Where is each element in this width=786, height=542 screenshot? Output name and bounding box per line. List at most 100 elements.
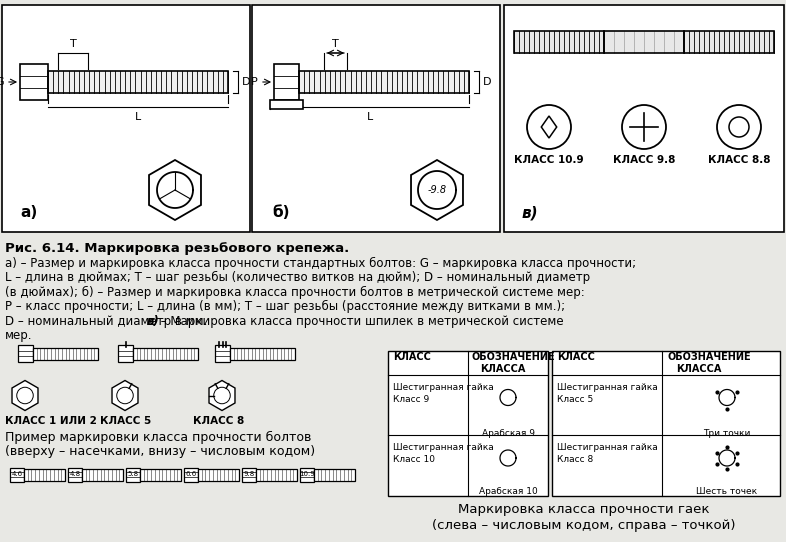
- Text: а): а): [20, 205, 37, 220]
- Bar: [126, 468, 140, 481]
- Bar: [20, 64, 48, 100]
- Polygon shape: [209, 380, 235, 410]
- Text: в): в): [147, 314, 160, 327]
- Polygon shape: [112, 380, 138, 410]
- Bar: [230, 347, 295, 359]
- Bar: [684, 31, 774, 53]
- Bar: [274, 64, 299, 100]
- Circle shape: [214, 387, 230, 404]
- Polygon shape: [12, 380, 38, 410]
- Text: КЛАСС 8: КЛАСС 8: [193, 416, 244, 427]
- Polygon shape: [496, 444, 520, 472]
- Bar: [140, 468, 181, 481]
- Text: Класс 5: Класс 5: [557, 395, 593, 403]
- Bar: [82, 468, 123, 481]
- Text: КЛАССА: КЛАССА: [676, 364, 722, 373]
- Bar: [48, 71, 228, 93]
- Bar: [33, 347, 98, 359]
- Text: КЛАСС: КЛАСС: [557, 352, 595, 363]
- Text: Шестигранная гайка: Шестигранная гайка: [393, 443, 494, 452]
- Text: 5.8: 5.8: [127, 472, 138, 478]
- Text: Арабская 10: Арабская 10: [479, 487, 538, 496]
- Text: Рис. 6.14. Маркировка резьбового крепежа.: Рис. 6.14. Маркировка резьбового крепежа…: [5, 242, 349, 255]
- Polygon shape: [411, 160, 463, 220]
- Bar: [552, 351, 780, 495]
- Text: КЛАСС 1 ИЛИ 2: КЛАСС 1 ИЛИ 2: [5, 416, 97, 427]
- Text: – Маркировка класса прочности шпилек в метрической системе: – Маркировка класса прочности шпилек в м…: [156, 314, 564, 327]
- Bar: [242, 468, 256, 481]
- Bar: [300, 468, 314, 481]
- Bar: [118, 345, 133, 362]
- Text: Пример маркировки класса прочности болтов: Пример маркировки класса прочности болто…: [5, 430, 311, 443]
- Circle shape: [622, 105, 666, 149]
- Text: Арабская 9: Арабская 9: [482, 429, 534, 438]
- Text: T: T: [70, 39, 76, 49]
- Text: 6.6: 6.6: [185, 472, 196, 478]
- Bar: [198, 468, 239, 481]
- Text: мер.: мер.: [5, 329, 32, 342]
- Text: Класс 9: Класс 9: [393, 395, 429, 403]
- Text: КЛАСС 10.9: КЛАСС 10.9: [514, 155, 584, 165]
- Text: 10.9: 10.9: [299, 472, 315, 478]
- Text: (вверху – насечками, внизу – числовым кодом): (вверху – насечками, внизу – числовым ко…: [5, 444, 315, 457]
- Text: D: D: [242, 77, 251, 87]
- Polygon shape: [542, 116, 556, 138]
- Circle shape: [729, 117, 749, 137]
- Bar: [24, 468, 65, 481]
- Circle shape: [17, 387, 33, 404]
- Text: 4.6: 4.6: [12, 472, 23, 478]
- Text: D – номинальный диаметр в мм.: D – номинальный диаметр в мм.: [5, 314, 211, 327]
- Text: Три точки: Три точки: [703, 429, 751, 438]
- Text: 4.8: 4.8: [69, 472, 80, 478]
- Text: Маркировка класса прочности гаек: Маркировка класса прочности гаек: [458, 504, 710, 517]
- Bar: [299, 71, 469, 93]
- Text: КЛАСС: КЛАСС: [393, 352, 431, 363]
- Text: G: G: [0, 77, 4, 87]
- Bar: [314, 468, 355, 481]
- Text: в): в): [522, 205, 538, 220]
- Bar: [2, 5, 250, 232]
- Text: ОБОЗНАЧЕНИЕ: ОБОЗНАЧЕНИЕ: [471, 352, 555, 363]
- Text: Класс 8: Класс 8: [557, 455, 593, 464]
- Bar: [388, 351, 548, 495]
- Text: -9.8: -9.8: [428, 185, 446, 195]
- Polygon shape: [715, 444, 739, 472]
- Text: ОБОЗНАЧЕНИЕ: ОБОЗНАЧЕНИЕ: [667, 352, 751, 363]
- Bar: [133, 347, 198, 359]
- Text: D: D: [483, 77, 491, 87]
- Bar: [68, 468, 82, 481]
- Polygon shape: [149, 160, 201, 220]
- Text: T: T: [332, 39, 339, 49]
- Bar: [514, 31, 604, 53]
- Text: L: L: [366, 112, 373, 122]
- Text: а) – Размер и маркировка класса прочности стандартных болтов: G – маркировка кла: а) – Размер и маркировка класса прочност…: [5, 256, 636, 269]
- Text: L: L: [135, 112, 141, 122]
- Text: P: P: [252, 77, 258, 87]
- Text: б): б): [272, 205, 289, 220]
- Text: (в дюймах); б) – Размер и маркировка класса прочности болтов в метрической систе: (в дюймах); б) – Размер и маркировка кла…: [5, 286, 585, 299]
- Bar: [256, 468, 297, 481]
- Bar: [18, 345, 33, 362]
- Circle shape: [117, 387, 134, 404]
- Text: КЛАСС 5: КЛАСС 5: [100, 416, 151, 427]
- Text: Шестигранная гайка: Шестигранная гайка: [557, 443, 658, 452]
- Text: 9.8: 9.8: [244, 472, 255, 478]
- Bar: [604, 31, 684, 53]
- Text: (слева – числовым кодом, справа – точкой): (слева – числовым кодом, справа – точкой…: [432, 519, 736, 532]
- Bar: [215, 345, 230, 362]
- Bar: [10, 468, 24, 481]
- Text: Шестигранная гайка: Шестигранная гайка: [393, 383, 494, 391]
- Bar: [252, 5, 500, 232]
- Text: Шестигранная гайка: Шестигранная гайка: [557, 383, 658, 391]
- Circle shape: [527, 105, 571, 149]
- Bar: [184, 468, 198, 481]
- Text: КЛАСС 8.8: КЛАСС 8.8: [707, 155, 770, 165]
- Text: Шесть точек: Шесть точек: [696, 487, 758, 496]
- Bar: [504, 5, 784, 232]
- Text: P – класс прочности; L – длина (в мм); T – шаг резьбы (расстояние между витками : P – класс прочности; L – длина (в мм); T…: [5, 300, 565, 313]
- Text: L – длина в дюймах; T – шаг резьбы (количество витков на дюйм); D – номинальный : L – длина в дюймах; T – шаг резьбы (коли…: [5, 271, 590, 284]
- Bar: [270, 100, 303, 109]
- Circle shape: [717, 105, 761, 149]
- Text: КЛАССА: КЛАССА: [480, 364, 525, 373]
- Text: Класс 10: Класс 10: [393, 455, 435, 464]
